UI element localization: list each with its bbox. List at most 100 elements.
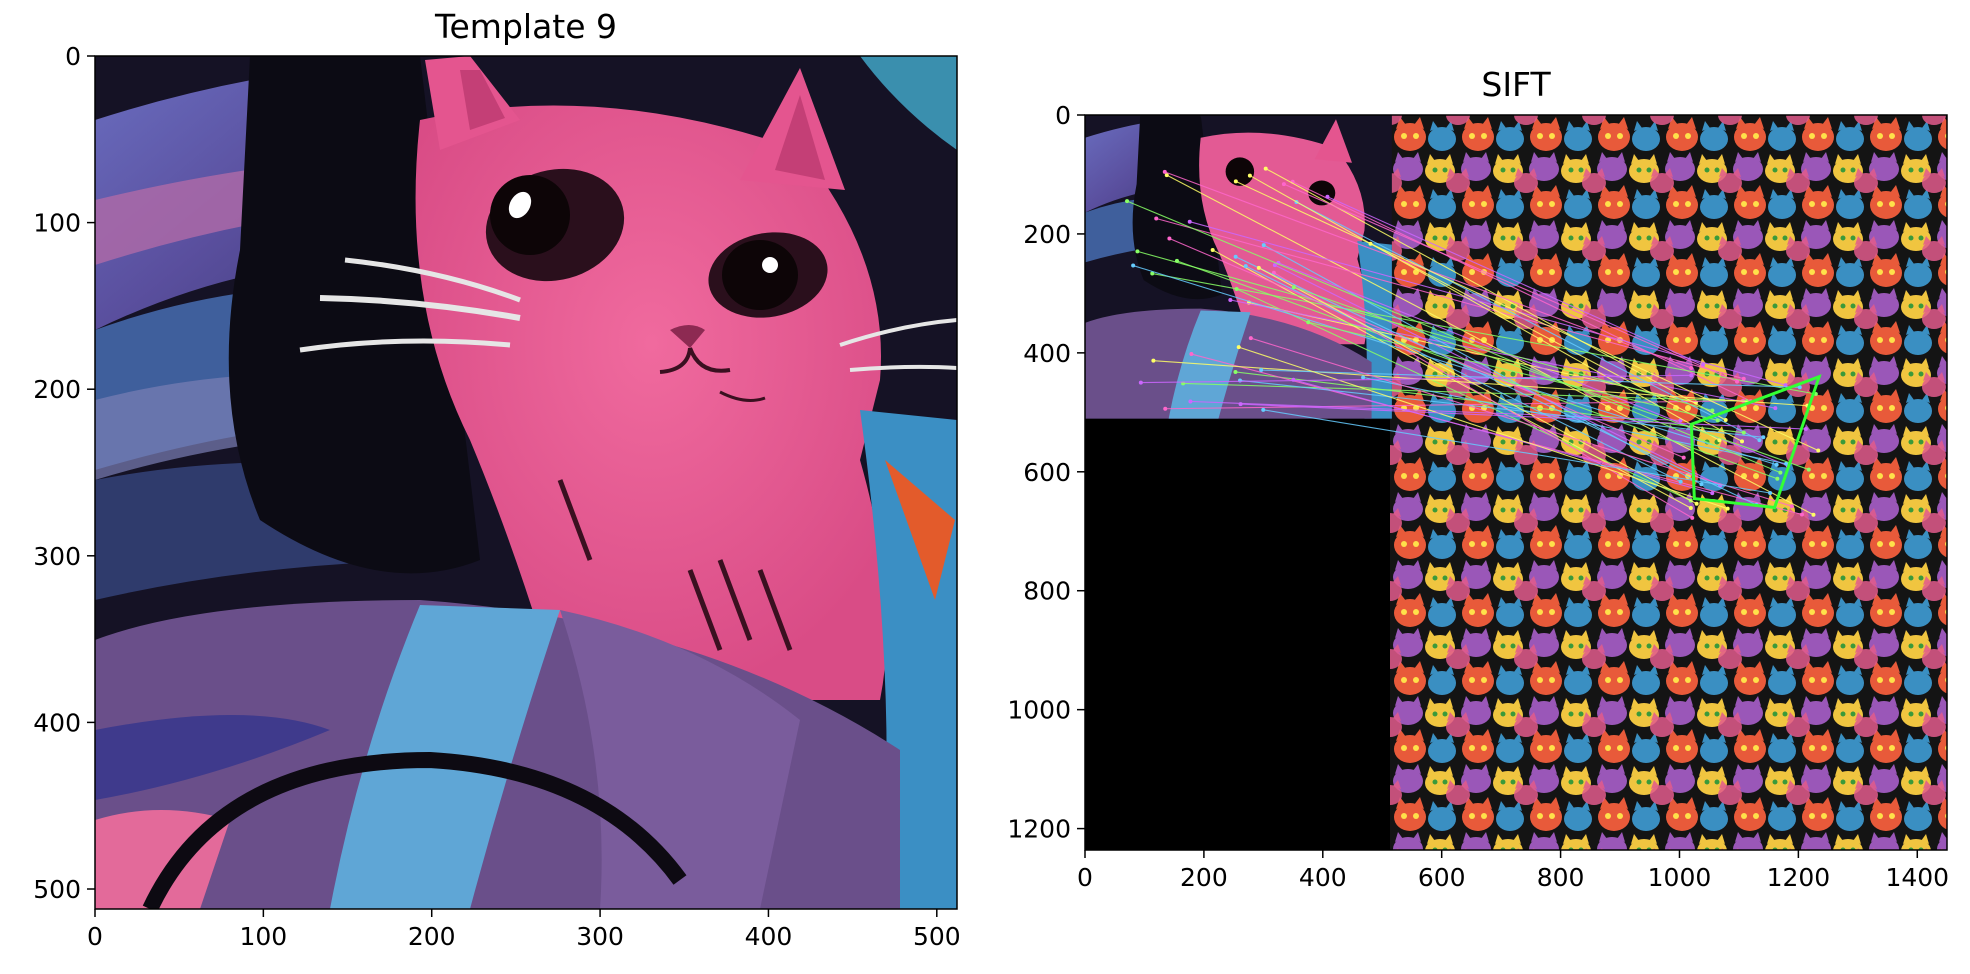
template-y-tick-label: 300 <box>33 542 81 571</box>
sift-image <box>1085 115 1947 850</box>
match-line <box>1230 299 1776 409</box>
keypoint <box>1774 462 1779 467</box>
match-line <box>1370 243 1743 442</box>
template-y-tick-label: 0 <box>65 42 81 71</box>
keypoint <box>1238 402 1243 407</box>
keypoint <box>1189 352 1194 357</box>
keypoint <box>1689 366 1694 371</box>
keypoint <box>1799 512 1804 517</box>
keypoint <box>1690 515 1695 520</box>
match-line <box>1156 217 1744 380</box>
match-line <box>1165 400 1744 410</box>
keypoint <box>1688 505 1693 510</box>
match-line <box>1153 360 1808 407</box>
sift-y-tick-label: 1000 <box>1007 696 1071 725</box>
keypoint <box>1773 406 1778 411</box>
match-line <box>1240 403 1806 430</box>
match-line <box>1293 286 1809 471</box>
keypoint <box>1150 271 1155 276</box>
keypoint <box>1291 285 1296 290</box>
template-panel: Template 9 <box>33 7 960 951</box>
keypoint <box>1306 320 1311 325</box>
template-y-axis: 0 100 200 300 400 500 <box>33 42 95 904</box>
sift-y-tick-label: 0 <box>1055 101 1071 130</box>
template-x-axis: 0 100 200 300 400 500 <box>87 909 961 951</box>
keypoint <box>1710 408 1715 413</box>
keypoint <box>1816 448 1821 453</box>
keypoint <box>1163 406 1168 411</box>
keypoint <box>1233 369 1238 374</box>
match-line <box>1137 250 1713 412</box>
keypoint <box>1784 461 1789 466</box>
detected-quad <box>1689 374 1822 510</box>
keypoint <box>1741 430 1746 435</box>
match-line <box>1140 374 1692 384</box>
keypoint <box>1135 249 1140 254</box>
keypoint <box>1694 501 1699 506</box>
sift-x-tick-label: 0 <box>1077 863 1093 892</box>
sift-x-tick-label: 1000 <box>1648 863 1712 892</box>
match-line <box>1263 409 1771 494</box>
keypoint <box>1259 368 1264 373</box>
sift-y-tick-label: 200 <box>1023 220 1071 249</box>
match-line <box>1249 175 1720 441</box>
keypoint <box>1167 236 1172 241</box>
keypoint <box>1272 263 1277 268</box>
keypoint <box>1811 512 1816 517</box>
match-line <box>1126 200 1781 474</box>
match-line <box>1235 180 1819 452</box>
match-line <box>1308 321 1718 421</box>
sift-title: SIFT <box>1481 65 1551 104</box>
sift-y-axis: 0 200 400 600 800 1000 1200 <box>1007 101 1085 844</box>
keypoint <box>1797 385 1802 390</box>
keypoint <box>1248 336 1253 341</box>
template-title: Template 9 <box>434 7 617 46</box>
template-x-tick-label: 200 <box>408 922 456 951</box>
keypoint <box>1233 254 1238 259</box>
keypoint <box>1689 373 1694 378</box>
template-x-tick-label: 100 <box>240 922 288 951</box>
keypoint <box>1715 418 1720 423</box>
match-line <box>1132 265 1777 466</box>
keypoint <box>1162 169 1167 174</box>
template-x-tick-label: 0 <box>87 922 103 951</box>
match-line <box>1362 376 1787 465</box>
keypoint <box>1806 467 1811 472</box>
keypoint <box>1164 173 1169 178</box>
keypoint-match-lines <box>1125 166 1821 520</box>
keypoint <box>1247 173 1252 178</box>
sift-y-tick-label: 400 <box>1023 339 1071 368</box>
template-image <box>95 56 957 909</box>
match-line <box>1258 267 1697 505</box>
keypoint <box>1271 270 1276 275</box>
sift-x-tick-label: 800 <box>1537 863 1585 892</box>
keypoint <box>1187 219 1192 224</box>
keypoint <box>1717 438 1722 443</box>
keypoint <box>1789 504 1794 509</box>
template-y-tick-label: 400 <box>33 708 81 737</box>
keypoint <box>1210 248 1215 253</box>
match-line <box>1239 379 1764 438</box>
keypoint <box>1131 263 1136 268</box>
match-line <box>1265 168 1726 421</box>
keypoint <box>1735 379 1740 384</box>
keypoint <box>1710 491 1715 496</box>
keypoint <box>1243 264 1248 269</box>
match-line <box>1274 264 1721 487</box>
keypoint <box>1281 182 1286 187</box>
match-line <box>1190 400 1681 421</box>
sift-x-tick-label: 1400 <box>1885 863 1949 892</box>
keypoint <box>1233 179 1238 184</box>
keypoint <box>1699 482 1704 487</box>
keypoint <box>1261 243 1266 248</box>
match-line <box>1183 382 1747 402</box>
match-line <box>1235 256 1757 506</box>
keypoint <box>1678 479 1683 484</box>
sift-y-tick-label: 600 <box>1023 458 1071 487</box>
sift-panel: SIFT 0 200 4 <box>1007 65 1949 892</box>
keypoint <box>1228 298 1233 303</box>
match-line <box>1327 196 1704 366</box>
keypoint <box>1138 380 1143 385</box>
match-line <box>1238 346 1728 510</box>
